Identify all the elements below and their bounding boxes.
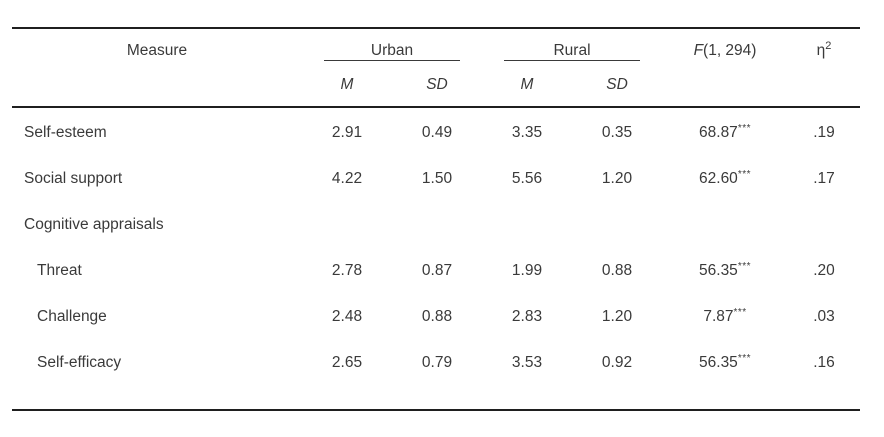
cell-urban-mean <box>302 200 392 246</box>
significance-stars: *** <box>737 352 751 364</box>
cell-urban-mean: 2.78 <box>331 261 363 279</box>
cell-rural-sd <box>572 200 662 246</box>
cell-urban-sd <box>392 200 482 246</box>
cell-rural-mean: 3.53 <box>511 353 543 371</box>
cell-eta-squared: .19 <box>813 123 835 141</box>
significance-stars: *** <box>737 122 751 134</box>
table-row-social-support: Social support 4.22 1.50 5.56 1.20 62.60… <box>12 154 860 200</box>
page: Measure Urban Rural F(1, 294) η2 M SD M … <box>0 27 884 437</box>
row-label: Self-efficacy <box>37 353 122 371</box>
cell-rural-sd: 1.20 <box>601 169 633 187</box>
cell-f-value: 7.87*** <box>703 306 747 325</box>
cell-eta-squared: .03 <box>813 307 835 325</box>
cell-urban-sd: 0.88 <box>421 307 453 325</box>
cell-eta-squared: .17 <box>813 169 835 187</box>
table-row-cognitive-appraisals: Cognitive appraisals <box>12 200 860 246</box>
cell-f-value: 56.35*** <box>699 260 751 279</box>
cell-rural-mean <box>482 200 572 246</box>
column-group-urban: Urban <box>302 28 482 61</box>
rural-spanner-rule <box>504 60 641 61</box>
column-group-urban-label: Urban <box>370 42 414 59</box>
cell-rural-sd: 1.20 <box>601 307 633 325</box>
cell-rural-sd: 0.92 <box>601 353 633 371</box>
cell-urban-mean: 2.91 <box>331 123 363 141</box>
column-header-urban-mean: M <box>340 75 354 93</box>
cell-urban-mean: 4.22 <box>331 169 363 187</box>
cell-f-value: 68.87*** <box>699 122 751 141</box>
column-header-f-statistic: F(1, 294) <box>693 42 757 59</box>
significance-stars: *** <box>737 168 751 180</box>
cell-f-value: 62.60*** <box>699 168 751 187</box>
table-header: Measure Urban Rural F(1, 294) η2 M SD M … <box>12 28 861 107</box>
cell-eta-squared <box>788 200 860 246</box>
column-header-rural-mean: M <box>520 75 534 93</box>
column-group-rural: Rural <box>482 28 662 61</box>
table-row-self-efficacy: Self-efficacy 2.65 0.79 3.53 0.92 56.35*… <box>12 338 860 410</box>
row-label: Cognitive appraisals <box>24 215 164 233</box>
cell-urban-sd: 1.50 <box>421 169 453 187</box>
cell-f-value: 56.35*** <box>699 352 751 371</box>
column-header-rural-sd: SD <box>606 75 628 93</box>
row-label: Social support <box>24 169 123 187</box>
significance-stars: *** <box>737 260 751 272</box>
cell-rural-sd: 0.88 <box>601 261 633 279</box>
cell-urban-sd: 0.49 <box>421 123 453 141</box>
anova-results-table: Measure Urban Rural F(1, 294) η2 M SD M … <box>12 27 861 411</box>
significance-stars: *** <box>733 306 747 318</box>
column-header-urban-sd: SD <box>426 75 448 93</box>
table-row-threat: Threat 2.78 0.87 1.99 0.88 56.35*** .20 <box>12 246 860 292</box>
cell-rural-mean: 2.83 <box>511 307 543 325</box>
cell-eta-squared: .16 <box>813 353 835 371</box>
row-label: Challenge <box>37 307 107 325</box>
cell-eta-squared: .20 <box>813 261 835 279</box>
cell-f-value <box>662 200 788 246</box>
row-label: Threat <box>37 261 82 279</box>
cell-rural-mean: 3.35 <box>511 123 543 141</box>
urban-spanner-rule <box>324 60 460 61</box>
cell-rural-mean: 1.99 <box>511 261 543 279</box>
cell-urban-mean: 2.48 <box>331 307 363 325</box>
cell-urban-sd: 0.87 <box>421 261 453 279</box>
column-group-rural-label: Rural <box>553 42 591 59</box>
cell-rural-sd: 0.35 <box>601 123 633 141</box>
column-header-eta-squared: η2 <box>816 39 832 59</box>
row-label: Self-esteem <box>24 123 107 141</box>
table-row-challenge: Challenge 2.48 0.88 2.83 1.20 7.87*** .0… <box>12 292 860 338</box>
cell-urban-mean: 2.65 <box>331 353 363 371</box>
cell-urban-sd: 0.79 <box>421 353 453 371</box>
cell-rural-mean: 5.56 <box>511 169 543 187</box>
table-body: Self-esteem 2.91 0.49 3.35 0.35 68.87***… <box>12 107 860 410</box>
table-row-self-esteem: Self-esteem 2.91 0.49 3.35 0.35 68.87***… <box>12 107 860 154</box>
column-header-measure: Measure <box>126 42 188 59</box>
